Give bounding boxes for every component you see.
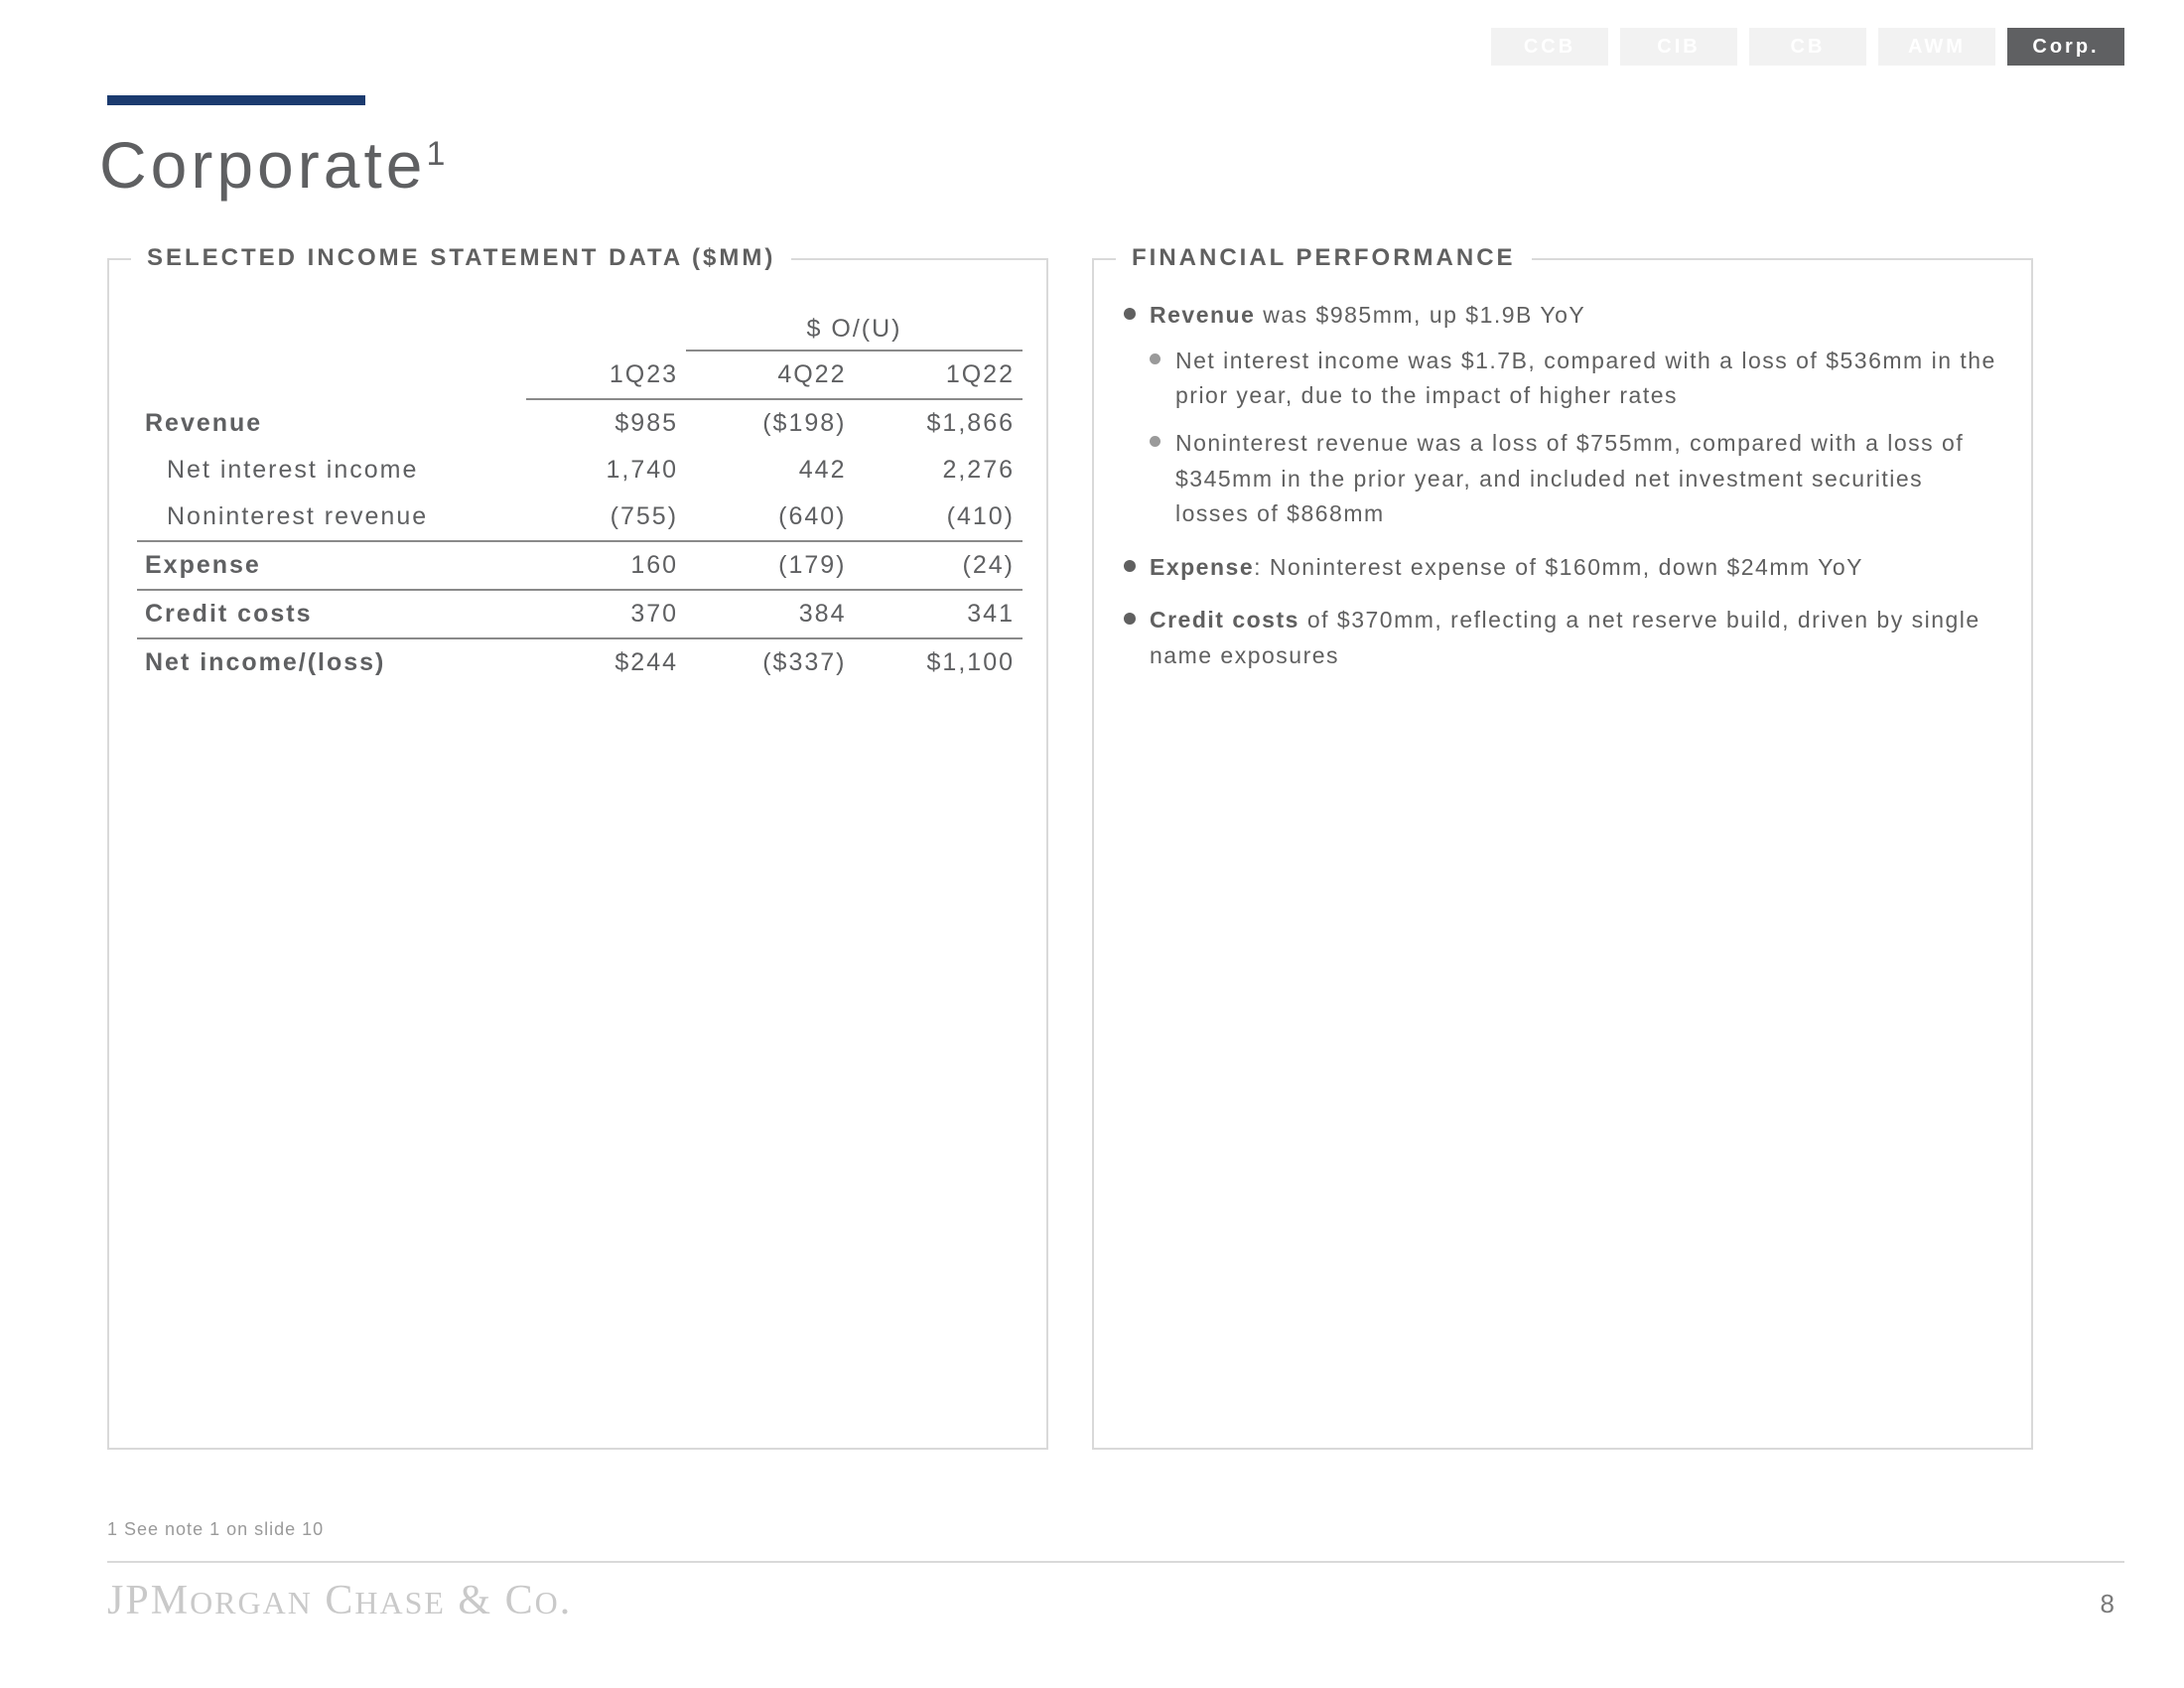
income-statement-table: $ O/(U)1Q234Q221Q22 Revenue$985($198)$1,8… <box>137 306 1023 686</box>
page-title-text: Corporate <box>99 128 427 202</box>
bullet-item: Expense: Noninterest expense of $160mm, … <box>1124 550 2001 586</box>
financial-performance-bullets: Revenue was $985mm, up $1.9B YoYNet inte… <box>1124 298 2001 692</box>
income-statement-legend: SELECTED INCOME STATEMENT DATA ($MM) <box>131 244 791 272</box>
brand-text: JPMORGAN CHASE & CO. <box>107 1578 572 1623</box>
cell-value: 1,740 <box>526 447 686 493</box>
cell-value: (640) <box>686 493 854 541</box>
cell-value: $244 <box>526 638 686 686</box>
cell-value: (24) <box>855 541 1024 590</box>
row-label: Noninterest revenue <box>137 493 526 541</box>
row-label: Credit costs <box>137 590 526 638</box>
cell-value: 341 <box>855 590 1024 638</box>
col-header: 1Q23 <box>526 351 686 399</box>
cell-value: $1,100 <box>855 638 1024 686</box>
tab-ccb[interactable]: CCB <box>1491 28 1608 66</box>
page-title: Corporate1 <box>99 127 449 203</box>
footer-rule <box>107 1561 2124 1563</box>
tab-awm[interactable]: AWM <box>1878 28 1995 66</box>
cell-value: (410) <box>855 493 1024 541</box>
col-header: 4Q22 <box>686 351 854 399</box>
financial-performance-panel: FINANCIAL PERFORMANCE Revenue was $985mm… <box>1092 258 2033 1450</box>
tab-cib[interactable]: CIB <box>1620 28 1737 66</box>
income-statement-panel: SELECTED INCOME STATEMENT DATA ($MM) $ O… <box>107 258 1048 1450</box>
bullet-item: Credit costs of $370mm, reflecting a net… <box>1124 603 2001 673</box>
row-label: Revenue <box>137 399 526 447</box>
cell-value: 370 <box>526 590 686 638</box>
ou-header: $ O/(U) <box>686 306 1023 351</box>
row-label: Expense <box>137 541 526 590</box>
row-label: Net income/(loss) <box>137 638 526 686</box>
cell-value: 442 <box>686 447 854 493</box>
cell-value: ($198) <box>686 399 854 447</box>
sub-bullet-item: Noninterest revenue was a loss of $755mm… <box>1150 426 2001 532</box>
cell-value: $1,866 <box>855 399 1024 447</box>
row-label: Net interest income <box>137 447 526 493</box>
segment-tabs: CCB CIB CB AWM Corp. <box>1491 28 2124 66</box>
cell-value: (755) <box>526 493 686 541</box>
brand-logo: JPMORGAN CHASE & CO. <box>107 1577 572 1624</box>
col-header: 1Q22 <box>855 351 1024 399</box>
cell-value: 384 <box>686 590 854 638</box>
page-title-footnote-ref: 1 <box>427 135 450 173</box>
financial-performance-legend: FINANCIAL PERFORMANCE <box>1116 244 1532 272</box>
cell-value: ($337) <box>686 638 854 686</box>
tab-corp[interactable]: Corp. <box>2007 28 2124 66</box>
accent-bar <box>107 95 365 105</box>
cell-value: $985 <box>526 399 686 447</box>
cell-value: (179) <box>686 541 854 590</box>
tab-cb[interactable]: CB <box>1749 28 1866 66</box>
page-number: 8 <box>2101 1589 2115 1619</box>
footnote: 1 See note 1 on slide 10 <box>107 1519 324 1540</box>
cell-value: 160 <box>526 541 686 590</box>
bullet-item: Revenue was $985mm, up $1.9B YoYNet inte… <box>1124 298 2001 532</box>
cell-value: 2,276 <box>855 447 1024 493</box>
sub-bullet-item: Net interest income was $1.7B, compared … <box>1150 344 2001 414</box>
